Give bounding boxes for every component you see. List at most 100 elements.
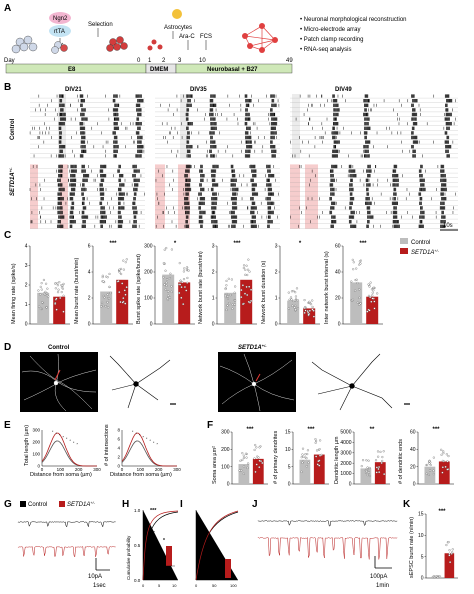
y-tick-label: 1 — [25, 302, 28, 308]
bar-setd1a — [374, 462, 386, 484]
e-significance-mark: * — [66, 437, 68, 441]
data-point — [374, 459, 378, 462]
data-point — [380, 461, 383, 465]
day-ticks: 0 1 2 3 10 49 — [137, 58, 293, 64]
div21-label: DIV21 — [65, 87, 82, 93]
data-point — [247, 300, 250, 303]
data-point — [234, 285, 237, 288]
astrocytes-label: Astrocytes — [164, 25, 192, 31]
data-point — [451, 551, 454, 554]
div35-label: DIV35 — [190, 87, 207, 93]
e-significance-mark: * — [146, 437, 148, 441]
data-point — [378, 465, 381, 469]
data-point — [292, 299, 295, 302]
data-point — [355, 278, 358, 281]
div49-label: DIV49 — [335, 87, 352, 93]
data-point — [181, 281, 184, 284]
data-point — [41, 301, 44, 304]
g-legend-control-swatch — [20, 501, 26, 507]
data-point — [440, 453, 443, 456]
data-point — [39, 307, 42, 310]
data-point — [358, 296, 361, 299]
y-tick-label: 5 — [421, 554, 424, 560]
data-point — [427, 473, 430, 476]
data-point — [165, 281, 168, 284]
setd1a-micrograph-neurites — [219, 353, 295, 412]
data-point — [46, 287, 49, 290]
y-tick-label: 5000 — [340, 430, 351, 436]
astrocytes-icon — [172, 9, 182, 19]
data-point — [120, 267, 123, 270]
data-point — [40, 288, 43, 291]
data-point — [381, 459, 384, 463]
y-tick-label: 15 — [285, 430, 291, 436]
y-tick-label: 3 — [25, 263, 28, 269]
data-point — [168, 296, 171, 299]
data-point — [43, 293, 47, 296]
h-ytick-2: 1.0 — [134, 508, 141, 513]
panel-f-letter: F — [207, 420, 213, 431]
y-tick-label: 6 — [88, 244, 91, 250]
i-inset-bar-control — [217, 560, 223, 578]
data-point — [106, 276, 109, 279]
data-point — [377, 455, 380, 458]
data-point — [238, 469, 241, 472]
data-point — [372, 289, 375, 292]
data-point — [226, 295, 229, 298]
data-point — [368, 309, 371, 312]
g-legend-setd1a-swatch — [59, 501, 65, 507]
e-significance-mark: * — [70, 439, 72, 443]
data-point — [180, 296, 183, 299]
raster-highlight-band — [292, 94, 300, 159]
y-tick-label: 0 — [117, 464, 120, 469]
data-point — [301, 461, 304, 464]
svg-text:10: 10 — [199, 58, 206, 64]
data-point — [319, 439, 322, 442]
panel-a-letter: A — [4, 3, 11, 14]
data-point — [182, 270, 185, 273]
data-point — [296, 307, 300, 310]
y-tick-label: 3 — [212, 244, 215, 250]
panel-a-cells — [11, 35, 38, 54]
data-point — [314, 441, 317, 444]
legend-control-label: Control — [411, 240, 430, 246]
data-point — [294, 308, 297, 311]
data-point — [56, 291, 60, 294]
h-ytick-1: 0.5 — [134, 543, 141, 548]
bar-setd1a — [313, 454, 325, 484]
data-point — [308, 300, 311, 303]
bar-control — [360, 468, 372, 484]
y-tick-label: 20 — [335, 296, 341, 302]
data-point — [233, 303, 236, 306]
h-axes — [142, 510, 178, 581]
data-point — [38, 305, 41, 308]
data-point — [290, 298, 293, 301]
panel-d-control-label: Control — [48, 345, 70, 351]
y-tick-label: 0 — [288, 482, 291, 488]
data-point — [301, 453, 304, 456]
y-tick-label: 0 — [338, 322, 341, 328]
j-setd1a-trace — [257, 537, 398, 560]
data-point — [445, 453, 448, 456]
h-inset-bar-setd1a — [166, 546, 172, 566]
data-point — [432, 575, 435, 578]
data-point — [370, 288, 374, 291]
data-point — [54, 287, 57, 290]
data-point — [435, 575, 438, 578]
e-significance-mark: * — [139, 434, 141, 438]
y-tick-label: 1000 — [340, 471, 351, 477]
data-point — [169, 272, 172, 275]
data-point — [440, 448, 443, 451]
data-point — [245, 264, 248, 267]
y-tick-label: 4 — [88, 270, 91, 276]
e-significance-mark: * — [59, 434, 61, 438]
panel-a-selected-cells — [106, 36, 128, 52]
bar-control — [424, 466, 436, 484]
data-point — [447, 455, 450, 458]
x-tick-label: 200 — [75, 467, 83, 472]
data-point — [62, 282, 65, 285]
significance-label: ** — [370, 427, 375, 433]
data-point — [381, 456, 384, 459]
svg-text:• RNA-seq analysis: • RNA-seq analysis — [300, 47, 351, 53]
